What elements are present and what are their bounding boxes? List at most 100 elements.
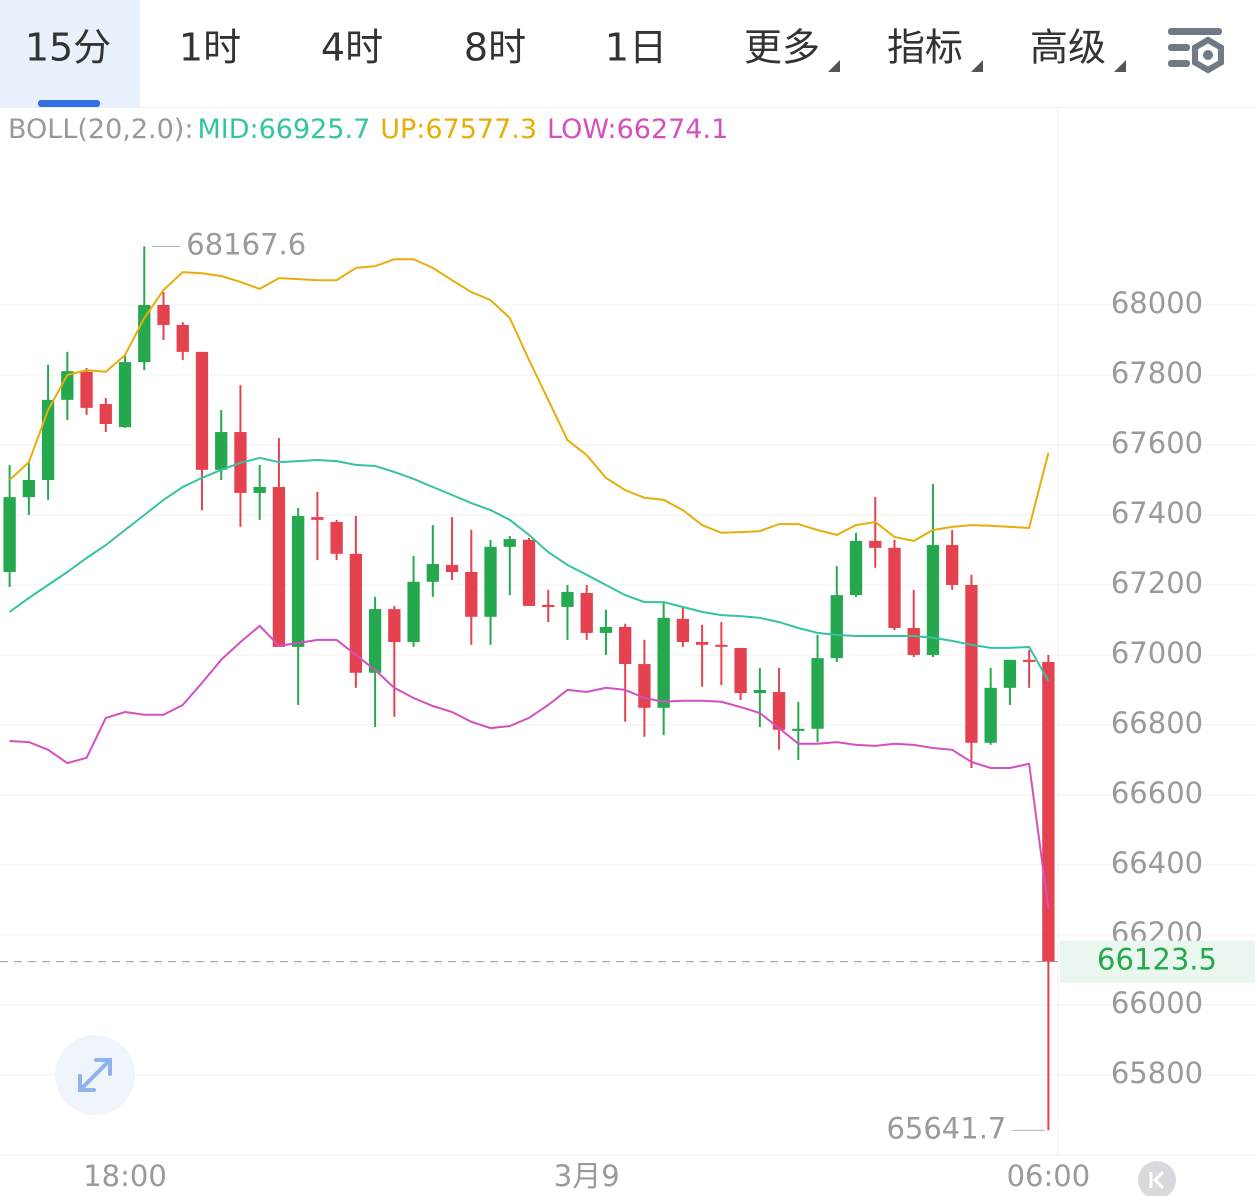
tab-bar: 15分 1时 4时 8时 1日 更多 指标 高级 [25,26,1126,72]
candle-body [215,432,228,470]
candle-body [561,591,574,608]
candle-body [792,728,805,731]
legend-name: UP: [380,114,425,145]
candle-body [80,371,93,408]
candle-body [657,617,670,708]
candle-body [503,539,516,547]
candle-body [888,547,901,629]
candle-body [1022,659,1036,662]
candle-body [542,604,555,608]
candle-body [311,517,324,520]
y-tick-label: 66000 [1111,986,1203,1020]
candle-body [984,687,997,743]
y-tick-label: 67800 [1111,356,1203,390]
candle-body [22,479,36,498]
dropdown-caret [828,60,840,72]
current-price-label: 66123.5 [1097,943,1217,977]
x-tick-label: 3月9 [554,1159,620,1193]
candle-body [734,647,747,694]
tab-label[interactable]: 1日 [605,26,667,70]
tab-label[interactable]: 高级 [1030,26,1106,70]
icon-dot [1203,50,1213,60]
icon-bar [1168,44,1190,51]
settings-icon[interactable] [1168,28,1224,74]
y-tick-label: 67600 [1111,426,1203,460]
candle-body [388,609,401,642]
candle-body [368,609,382,673]
tab-label[interactable]: 1时 [179,26,241,70]
candle-body [946,545,959,585]
current-price-box [1060,940,1255,983]
candle-body [580,593,593,633]
candle-body [811,658,824,729]
max-label: 68167.6 [186,227,306,261]
icon-hex [1192,36,1224,74]
indicator-name: BOLL(20,2.0): [8,114,193,145]
candle-body [599,626,613,633]
candle-body [676,618,690,642]
candle-body [619,626,632,665]
dropdown-caret [1114,60,1126,72]
tab-label[interactable]: 15分 [25,26,111,70]
candle-body [176,324,189,352]
expand-icon [78,1058,112,1092]
candle-body [138,305,151,363]
y-tick-label: 67000 [1111,636,1203,670]
candle-body [907,628,920,655]
legend-value: 66274.1 [617,114,729,145]
plot-area: 6580066000662006640066600668006700067200… [0,108,1255,1193]
legend-name: MID: [197,114,258,145]
legend-name: LOW: [547,114,617,145]
y-tick-label: 66400 [1111,846,1203,880]
tab-label[interactable]: 更多 [744,26,820,70]
indicator-header: BOLL(20,2.0): MID:66925.7 UP:67577.3 LOW:66… [8,114,728,145]
scroll-latest-icon [1149,1170,1165,1190]
candle-body [830,595,843,659]
icon-bar [1168,28,1222,35]
candle-body [3,497,16,573]
active-tab-bg [0,0,140,107]
candle-body [272,486,286,647]
legend-value: 67577.3 [425,114,537,145]
tab-label[interactable]: 8时 [464,26,526,70]
candle-body [484,546,497,617]
dropdown-caret [971,60,983,72]
x-tick-label: 18:00 [83,1159,167,1193]
min-label: 65641.7 [886,1111,1006,1145]
y-tick-label: 65800 [1111,1056,1203,1090]
candle-body [1042,661,1055,962]
candle-body [407,581,420,642]
candle-body [195,351,209,470]
tab-label[interactable]: 指标 [887,26,963,70]
icon-bar [1168,60,1190,67]
expand-arrows [78,1058,112,1092]
candle-body [926,545,940,655]
candle-body [253,486,266,493]
candle-body [522,539,536,606]
candle-body [753,689,766,694]
candle-body [330,521,343,554]
candle-body [157,305,170,325]
boll-line [9,456,1050,682]
candle-body [849,540,863,596]
candle-body [465,572,478,617]
tab-label[interactable]: 4时 [321,26,383,70]
candle-body [715,644,728,647]
x-tick-label: 06:00 [1007,1159,1091,1193]
candle-body [695,641,709,645]
candle-body [445,565,459,573]
candle-body [1003,659,1017,688]
y-tick-label: 66800 [1111,706,1203,740]
boll-line [8,258,1050,542]
candle-body [99,404,112,424]
y-tick-label: 66600 [1111,776,1203,810]
candle-body [772,692,786,730]
legend-value: 66925.7 [259,114,371,145]
candle-body [292,516,305,647]
candle-body [61,371,74,400]
y-tick-label: 67200 [1111,566,1203,600]
candle-body [349,553,363,673]
active-tab-indicator [38,100,100,107]
